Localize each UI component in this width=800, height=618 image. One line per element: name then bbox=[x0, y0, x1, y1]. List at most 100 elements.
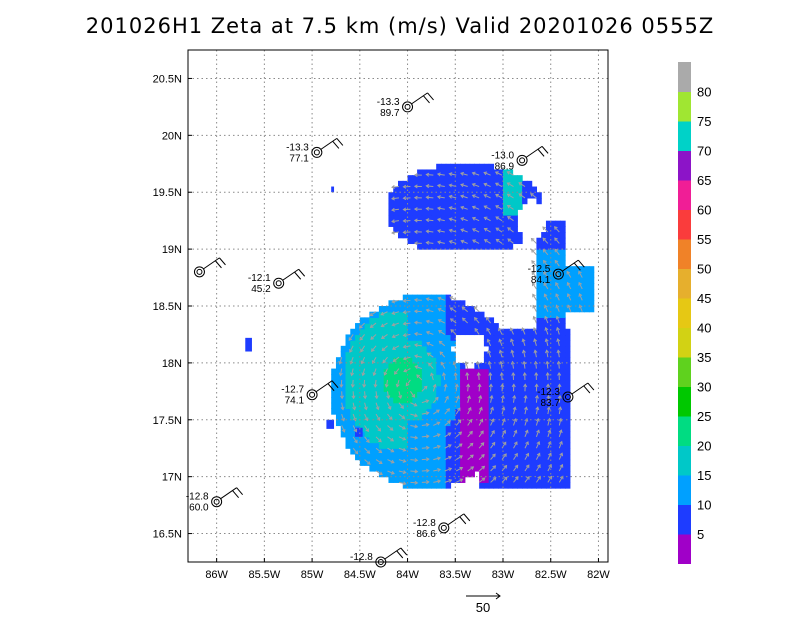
station-circle-inner bbox=[275, 280, 282, 287]
field-cell bbox=[565, 402, 571, 409]
wind-vector-head bbox=[448, 217, 453, 222]
wind-vector-head bbox=[354, 439, 358, 444]
field-cell bbox=[460, 448, 466, 455]
field-cell bbox=[383, 311, 390, 318]
field-cell bbox=[426, 237, 433, 245]
wind-vector-head bbox=[491, 441, 496, 446]
field-cell bbox=[398, 345, 404, 353]
wind-vector bbox=[524, 453, 529, 460]
field-cell bbox=[398, 186, 404, 193]
wind-vector-head bbox=[495, 227, 500, 232]
field-cell bbox=[541, 243, 547, 250]
wind-vector-head bbox=[402, 218, 407, 223]
station-value: 77.1 bbox=[289, 153, 309, 164]
field-cell bbox=[536, 431, 542, 438]
field-cell bbox=[474, 232, 480, 239]
field-cell bbox=[378, 362, 385, 370]
wind-vector-head bbox=[491, 429, 495, 434]
field-cell bbox=[402, 197, 409, 205]
field-cell bbox=[445, 459, 452, 466]
field-cell bbox=[545, 334, 552, 341]
field-cell bbox=[393, 197, 399, 205]
field-cell bbox=[417, 391, 423, 398]
field-cell bbox=[369, 408, 375, 415]
field-cell bbox=[574, 294, 580, 301]
wind-vector bbox=[473, 306, 480, 313]
wind-vector-head bbox=[513, 441, 518, 446]
field-cell bbox=[412, 459, 418, 466]
field-cell bbox=[469, 311, 475, 318]
wind-vector-head bbox=[394, 371, 398, 375]
field-cell bbox=[493, 425, 499, 432]
field-cell bbox=[440, 163, 447, 171]
field-cell bbox=[378, 317, 385, 324]
field-cell bbox=[445, 197, 452, 205]
field-cell bbox=[488, 209, 495, 216]
field-cell bbox=[407, 362, 413, 370]
wind-vector bbox=[478, 395, 482, 403]
field-cell bbox=[560, 237, 566, 245]
field-cell bbox=[340, 368, 347, 375]
field-cell bbox=[560, 345, 566, 353]
wind-vector bbox=[410, 391, 415, 398]
field-cell bbox=[483, 402, 490, 409]
field-cell bbox=[378, 351, 385, 358]
field-cell bbox=[345, 362, 351, 370]
field-cell bbox=[440, 209, 447, 216]
field-cell bbox=[488, 243, 495, 250]
field-cell bbox=[555, 397, 561, 404]
field-cell bbox=[522, 186, 528, 193]
field-cell bbox=[469, 391, 475, 398]
wind-vector bbox=[371, 345, 377, 352]
field-cell bbox=[536, 260, 542, 267]
field-cell bbox=[536, 379, 542, 387]
field-cell bbox=[426, 220, 433, 227]
field-cell bbox=[464, 328, 471, 336]
field-cell bbox=[450, 397, 456, 404]
field-cell bbox=[398, 385, 404, 392]
field-cell bbox=[574, 288, 580, 296]
field-cell bbox=[402, 345, 409, 353]
field-cell bbox=[517, 442, 523, 449]
field-cell bbox=[565, 300, 571, 307]
wind-vector bbox=[466, 372, 469, 381]
y-tick-label: 19.5N bbox=[153, 187, 182, 199]
wind-vector-head bbox=[483, 194, 488, 198]
field-cell bbox=[407, 482, 413, 489]
wind-vector-head bbox=[495, 205, 499, 209]
field-cell bbox=[503, 175, 509, 182]
field-cell bbox=[555, 277, 561, 284]
field-cell bbox=[526, 465, 533, 472]
field-cell bbox=[393, 419, 399, 427]
field-cell bbox=[426, 226, 433, 233]
field-cell bbox=[474, 431, 480, 438]
wind-vector-head bbox=[473, 306, 478, 310]
field-cell bbox=[565, 385, 571, 392]
field-cell bbox=[503, 214, 509, 222]
field-cell bbox=[469, 419, 475, 427]
field-cell bbox=[464, 379, 471, 387]
field-cell bbox=[536, 306, 542, 313]
colorbar-swatch bbox=[678, 91, 691, 122]
field-cell bbox=[517, 379, 523, 387]
wind-vector-head bbox=[425, 319, 430, 324]
field-cell bbox=[326, 419, 335, 429]
field-cell bbox=[579, 300, 585, 307]
field-cell bbox=[369, 465, 375, 472]
wind-barb-flag bbox=[541, 146, 549, 154]
wind-vector-head bbox=[414, 354, 418, 359]
field-cell bbox=[483, 323, 490, 330]
wind-vector bbox=[490, 407, 494, 415]
field-cell bbox=[507, 385, 514, 392]
wind-vector bbox=[545, 327, 549, 335]
field-cell bbox=[345, 436, 351, 444]
field-cell bbox=[565, 436, 571, 444]
wind-vector-head bbox=[402, 470, 407, 475]
wind-vector bbox=[474, 328, 480, 335]
field-cell bbox=[398, 192, 404, 199]
field-cell bbox=[335, 402, 342, 409]
wind-vector-head bbox=[361, 372, 366, 377]
wind-vector-head bbox=[402, 207, 407, 212]
field-cell bbox=[541, 465, 547, 472]
wind-vector-head bbox=[363, 406, 368, 411]
